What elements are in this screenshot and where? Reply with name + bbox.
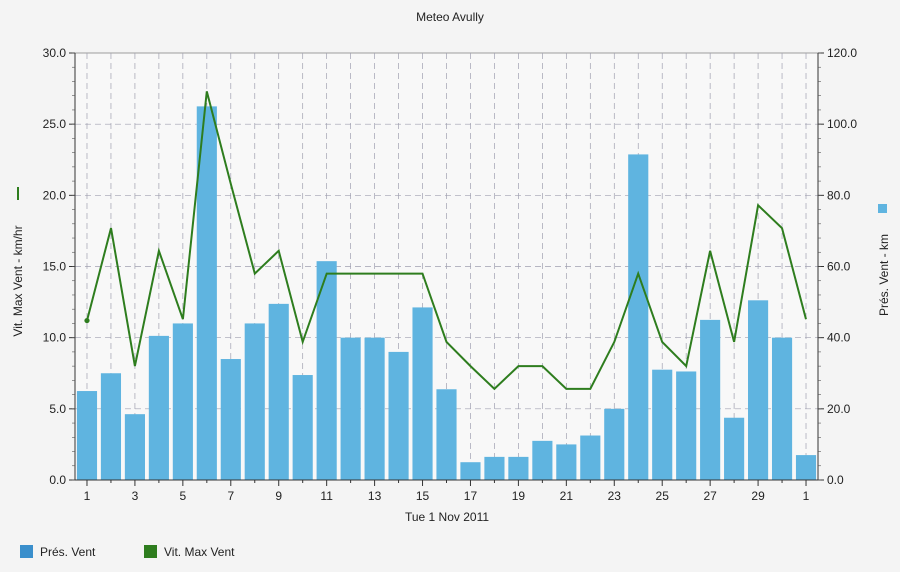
bar — [196, 106, 217, 480]
y-axis-label-left: Vit. Max Vent - km/hr — [11, 225, 25, 336]
bar — [124, 414, 145, 480]
bar — [556, 444, 577, 480]
bar — [580, 435, 601, 480]
y-tick-label-left: 15.0 — [43, 260, 67, 274]
y-tick-label-left: 5.0 — [49, 402, 66, 416]
bars — [76, 106, 817, 480]
x-tick-label: 27 — [703, 489, 717, 503]
bar — [148, 335, 169, 480]
right-axis-title: Prés. Vent - km — [877, 204, 891, 316]
bar — [748, 300, 769, 480]
legend-swatch-pres-vent — [20, 545, 33, 558]
line-series — [84, 91, 807, 391]
x-tick-label: 29 — [751, 489, 765, 503]
bar — [100, 373, 122, 480]
x-axis-label: Tue 1 Nov 2011 — [405, 510, 489, 524]
y-tick-label-left: 30.0 — [43, 46, 67, 60]
bar — [724, 417, 745, 480]
bar — [508, 456, 529, 480]
bar — [172, 323, 193, 480]
line-start-marker — [84, 317, 90, 324]
chart-title: Meteo Avully — [416, 10, 484, 24]
bar — [484, 456, 505, 480]
y-tick-label-left: 20.0 — [43, 188, 67, 202]
x-tick-label: 7 — [227, 489, 234, 503]
bar — [388, 351, 409, 480]
legend-swatch-vit-max-vent — [144, 545, 157, 558]
left-axis-title: Vit. Max Vent - km/hr — [11, 187, 25, 337]
bar — [700, 319, 721, 480]
bar — [532, 440, 553, 480]
legend-label-vit-max-vent: Vit. Max Vent — [164, 545, 235, 559]
legend-label-pres-vent: Prés. Vent — [40, 545, 96, 559]
bar — [460, 462, 481, 480]
legend-item-pres-vent: Prés. Vent — [20, 545, 96, 559]
x-tick-label: 21 — [560, 489, 574, 503]
y-tick-label-right: 60.0 — [827, 260, 851, 274]
x-tick-label: 3 — [132, 489, 139, 503]
axes: 0.0 5.0 10.0 15.0 20.0 25.0 30.0 0.0 20.0 40.0 60.… — [43, 46, 858, 503]
y-tick-label-left: 25.0 — [43, 117, 67, 131]
y-axis-label-right: Prés. Vent - km — [877, 234, 891, 316]
x-tick-label: 17 — [464, 489, 478, 503]
x-tick-label: 5 — [180, 489, 187, 503]
bar — [676, 371, 697, 480]
line-path — [86, 91, 807, 391]
x-tick-label: 1 — [84, 489, 91, 503]
x-tick-label: 1 — [803, 489, 810, 503]
y-tick-label-right: 20.0 — [827, 402, 851, 416]
y-tick-label-right: 120.0 — [827, 46, 857, 60]
bar — [652, 369, 673, 480]
bar — [795, 455, 817, 480]
x-tick-label: 15 — [416, 489, 430, 503]
bar — [364, 337, 385, 480]
bar — [604, 408, 625, 480]
y-tick-label-right: 100.0 — [827, 117, 857, 131]
y-tick-label-left: 10.0 — [43, 331, 67, 345]
y-tick-label-right: 80.0 — [827, 188, 851, 202]
bar — [771, 337, 793, 480]
legend-item-vit-max-vent: Vit. Max Vent — [144, 545, 235, 559]
bar — [628, 154, 649, 480]
x-tick-label: 9 — [275, 489, 282, 503]
x-tick-label: 11 — [320, 489, 333, 503]
x-tick-label: 19 — [512, 489, 526, 503]
x-tick-label: 25 — [656, 489, 670, 503]
y-tick-label-left: 0.0 — [49, 473, 66, 487]
legend: Prés. Vent Vit. Max Vent — [20, 545, 235, 559]
bar — [316, 261, 337, 480]
bar — [268, 303, 289, 480]
right-axis-bar-swatch — [878, 204, 887, 213]
bar — [412, 307, 433, 480]
y-tick-label-right: 40.0 — [827, 331, 851, 345]
bar — [76, 391, 98, 480]
bar — [220, 359, 241, 480]
x-tick-label: 23 — [608, 489, 622, 503]
bar — [244, 323, 265, 480]
bar — [436, 389, 457, 480]
bar — [292, 375, 313, 480]
y-tick-label-right: 0.0 — [827, 473, 844, 487]
bar — [340, 337, 361, 480]
x-tick-label: 13 — [368, 489, 382, 503]
